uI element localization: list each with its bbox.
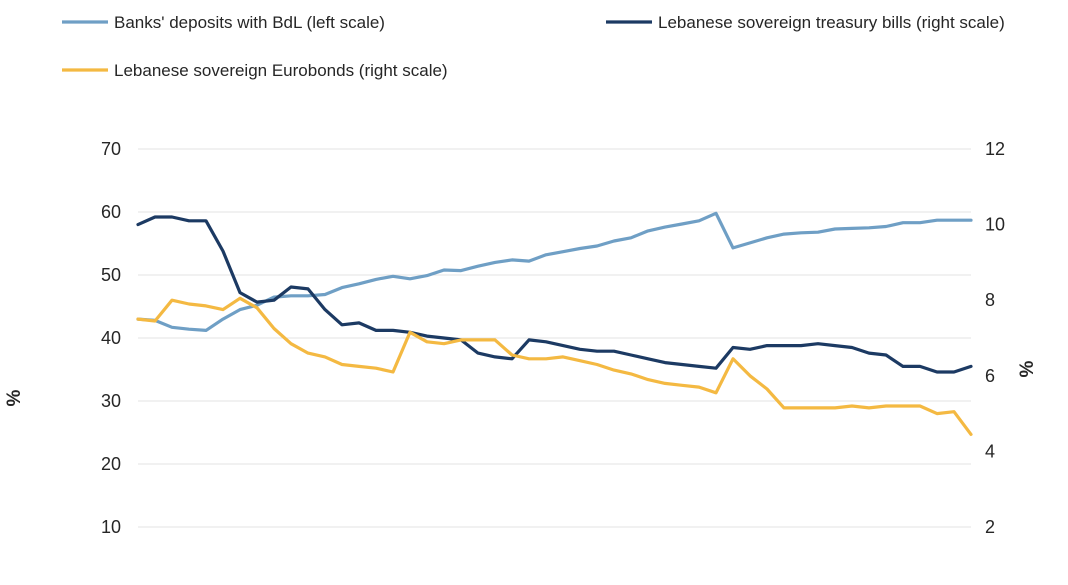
legend-label-0: Banks' deposits with BdL (left scale) [114,13,385,32]
right-tick-label: 6 [985,366,995,386]
right-tick-label: 8 [985,290,995,310]
series-lines [136,211,973,436]
left-axis-tick-labels: 10 20 30 40 50 60 70 [101,139,121,537]
left-tick-label: 50 [101,265,121,285]
gridlines [138,148,971,528]
left-tick-label: 70 [101,139,121,159]
legend-label-1: Lebanese sovereign treasury bills (right… [658,13,1005,32]
right-axis-title: % [1017,360,1038,377]
left-tick-label: 30 [101,391,121,411]
left-tick-label: 60 [101,202,121,222]
series-line-1 [136,215,973,374]
left-axis-title: % [4,389,25,406]
right-tick-label: 4 [985,441,995,461]
left-tick-label: 10 [101,517,121,537]
series-line-2 [136,296,973,436]
right-tick-label: 12 [985,139,1005,159]
legend-label-2: Lebanese sovereign Eurobonds (right scal… [114,61,448,80]
right-tick-label: 2 [985,517,995,537]
left-tick-label: 20 [101,454,121,474]
right-axis-tick-labels: 2 4 6 8 10 12 [985,139,1005,537]
legend: Banks' deposits with BdL (left scale) Leb… [62,13,1005,80]
left-tick-label: 40 [101,328,121,348]
right-tick-label: 10 [985,215,1005,235]
